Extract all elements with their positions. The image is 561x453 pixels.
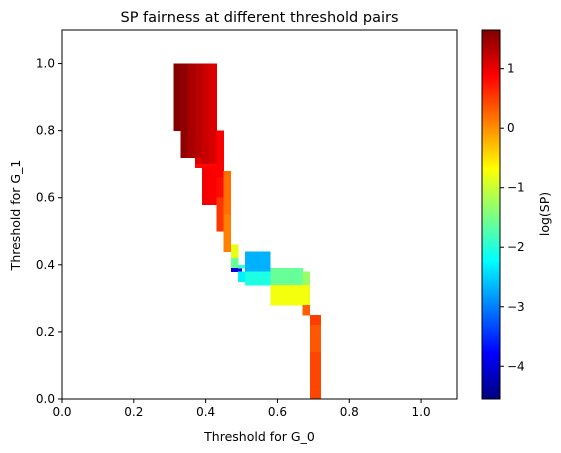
heatmap-cells <box>173 63 321 400</box>
heatmap-cell-19 <box>230 268 242 272</box>
heatmap-cell-16 <box>223 214 232 252</box>
heatmap-cell-4 <box>194 157 203 165</box>
x-tick-label: 1.0 <box>412 405 431 419</box>
y-tick-label: 0.2 <box>36 325 55 339</box>
colorbar-ticks: 1 0 −1 −2 −3 −4 <box>500 62 525 373</box>
heatmap-cell-21 <box>237 271 246 282</box>
heatmap-cell-23 <box>245 271 271 286</box>
colorbar-tick-label: −2 <box>507 240 525 254</box>
x-tick-label: 0.0 <box>52 405 71 419</box>
x-axis-ticks: 0.0 0.2 0.4 0.6 0.8 1.0 <box>52 399 431 419</box>
x-tick-label: 0.6 <box>268 405 287 419</box>
y-tick-label: 0.0 <box>36 392 55 406</box>
heatmap-cell-2 <box>187 63 196 158</box>
heatmap-cell-7 <box>194 164 203 168</box>
heatmap-cell-11 <box>209 167 217 205</box>
plot-background <box>62 30 457 399</box>
colorbar-tick-label: 0 <box>507 121 515 135</box>
colorbar-gradient <box>482 30 500 399</box>
heatmap-cell-17 <box>230 244 239 259</box>
heatmap-cell-25 <box>302 271 311 286</box>
heatmap-cell-3 <box>194 63 203 158</box>
heatmap-cell-22 <box>245 251 271 272</box>
x-tick-label: 0.8 <box>340 405 359 419</box>
heatmap-cell-10 <box>202 167 210 205</box>
heatmap-cell-30 <box>309 352 321 400</box>
heatmap-cell-20 <box>237 264 246 269</box>
heatmap-cell-6 <box>209 63 217 165</box>
heatmap-cell-18 <box>230 258 239 269</box>
heatmap-cell-9 <box>209 164 217 168</box>
chart-title: SP fairness at different threshold pairs <box>120 10 398 26</box>
heatmap-cell-8 <box>202 164 210 168</box>
colorbar-tick-label: 1 <box>507 62 515 76</box>
y-tick-label: 0.8 <box>36 124 55 138</box>
heatmap-cell-15 <box>223 170 232 215</box>
heatmap-cell-0 <box>173 63 181 132</box>
heatmap-cell-1 <box>180 63 189 158</box>
x-tick-label: 0.4 <box>196 405 215 419</box>
plot-area <box>61 29 458 400</box>
heatmap-cell-5 <box>202 63 210 165</box>
heatmap-cell-26 <box>270 284 311 306</box>
y-axis-ticks: 0.0 0.2 0.4 0.6 0.8 1.0 <box>36 57 62 406</box>
x-axis-label: Threshold for G_0 <box>203 429 315 444</box>
colorbar-frame <box>481 29 501 400</box>
colorbar-tick-label: −4 <box>507 359 525 373</box>
colorbar-tick-label: −3 <box>507 300 525 314</box>
y-tick-label: 1.0 <box>36 57 55 71</box>
colorbar-label: log(SP) <box>537 192 552 236</box>
colorbar: 1 0 −1 −2 −3 −4 log(SP) <box>481 29 552 400</box>
heatmap-cell-12 <box>216 130 224 178</box>
heatmap-cell-24 <box>270 268 303 286</box>
colorbar-tick-label: −1 <box>507 181 525 195</box>
heatmap-cell-28 <box>309 315 321 326</box>
x-tick-label: 0.2 <box>124 405 143 419</box>
heatmap-cell-27 <box>302 305 311 316</box>
y-tick-label: 0.4 <box>36 258 55 272</box>
y-axis-label: Threshold for G_1 <box>8 160 23 272</box>
plot-frame <box>61 29 458 400</box>
heatmap-cell-14 <box>216 197 224 232</box>
heatmap-cell-13 <box>216 177 224 199</box>
heatmap-cell-29 <box>309 325 321 353</box>
y-tick-label: 0.6 <box>36 191 55 205</box>
